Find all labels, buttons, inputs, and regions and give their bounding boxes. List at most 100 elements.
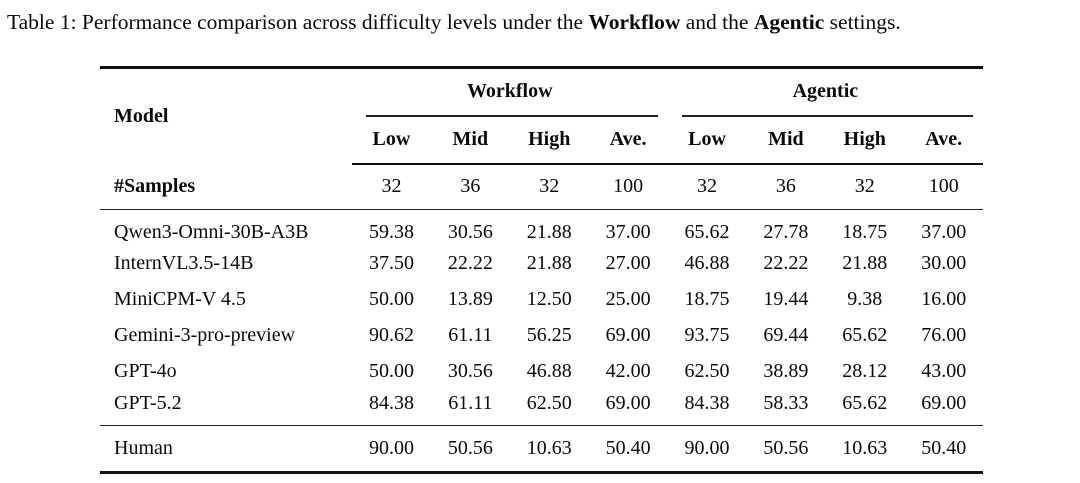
metric-cell: 69.00 [605, 324, 651, 346]
metric-cell: 84.38 [368, 392, 414, 415]
metric-cell: 22.22 [447, 252, 493, 274]
samples-cell: 32 [854, 175, 875, 198]
metric-cell: 90.00 [684, 437, 730, 459]
col-header-agentic-mid: Mid [746, 116, 826, 165]
model-column-header: Model [100, 66, 352, 164]
metric-cell: 69.00 [605, 392, 651, 415]
metric-cell: 59.38 [368, 220, 414, 243]
model-name-cell: Gemini-3-pro-preview [114, 324, 296, 346]
metric-cell: 46.88 [526, 360, 572, 382]
table-row: GPT-5.2 84.38 61.11 62.50 69.00 84.38 58… [100, 390, 983, 426]
metric-cell: 62.50 [526, 392, 572, 415]
results-table: Model Workflow Agentic Low Mid High Ave.… [100, 66, 984, 474]
metric-cell: 90.00 [368, 437, 414, 459]
metric-cell: 9.38 [847, 288, 883, 310]
metric-cell: 65.62 [684, 220, 730, 243]
metric-cell: 43.00 [921, 360, 967, 382]
model-name-cell: MiniCPM-V 4.5 [114, 288, 246, 310]
metric-cell: 65.62 [842, 392, 888, 415]
model-name-cell: GPT-5.2 [114, 392, 182, 415]
human-row: Human 90.00 50.56 10.63 50.40 90.00 50.5… [100, 425, 984, 473]
metric-cell: 13.89 [447, 288, 493, 310]
table-row: GPT-4o 50.00 30.56 46.88 42.00 62.50 38.… [100, 354, 983, 390]
col-header-agentic-low: Low [667, 116, 747, 165]
metric-cell: 19.44 [763, 288, 809, 310]
metric-cell: 50.56 [447, 437, 493, 459]
samples-cell: 32 [539, 175, 560, 198]
col-header-workflow-low: Low [352, 116, 431, 165]
group-header-row: Model Workflow Agentic [100, 66, 984, 164]
metric-cell: 50.00 [368, 288, 414, 310]
human-label: Human [114, 437, 173, 459]
caption-suffix: settings. [824, 10, 901, 34]
metric-cell: 50.40 [921, 437, 967, 459]
metric-cell: 93.75 [684, 324, 730, 346]
human-section: Human 90.00 50.56 10.63 50.40 90.00 50.5… [100, 425, 984, 473]
agentic-group-label: Agentic [792, 80, 859, 102]
metric-cell: 42.00 [605, 360, 651, 382]
samples-cell: 100 [613, 175, 644, 198]
metric-cell: 50.56 [763, 437, 809, 459]
samples-cell: 32 [381, 175, 402, 198]
metric-cell: 56.25 [526, 324, 572, 346]
table-caption: Table 1: Performance comparison across d… [0, 0, 1080, 35]
samples-section: #Samples 32 36 32 100 32 36 32 100 [100, 164, 984, 210]
table-row: Gemini-3-pro-preview 90.62 61.11 56.25 6… [100, 318, 983, 354]
metric-cell: 37.50 [368, 252, 414, 274]
metric-cell: 21.88 [526, 252, 572, 274]
metric-cell: 58.33 [763, 392, 809, 415]
group-header-agentic: Agentic [667, 66, 984, 117]
table-row: Qwen3-Omni-30B-A3B 59.38 30.56 21.88 37.… [100, 210, 983, 246]
metric-cell: 65.62 [842, 324, 888, 346]
metric-cell: 46.88 [684, 252, 730, 274]
samples-label: #Samples [114, 174, 196, 197]
metric-cell: 30.56 [447, 220, 493, 243]
metric-cell: 25.00 [605, 288, 651, 310]
metric-cell: 76.00 [921, 324, 967, 346]
caption-middle: and the [680, 10, 754, 34]
model-name-cell: Qwen3-Omni-30B-A3B [114, 220, 309, 243]
metric-cell: 10.63 [842, 437, 888, 459]
metric-cell: 90.62 [368, 324, 414, 346]
metric-cell: 50.00 [368, 360, 414, 382]
metric-cell: 22.22 [763, 252, 809, 274]
subheader-row: Low Mid High Ave. Low Mid High Ave. [100, 116, 984, 165]
col-header-workflow-mid: Mid [430, 116, 510, 165]
samples-cell: 36 [775, 175, 796, 198]
metric-cell: 30.00 [921, 252, 967, 274]
metric-cell: 27.00 [605, 252, 651, 274]
metric-cell: 21.88 [526, 220, 572, 243]
table-row: MiniCPM-V 4.5 50.00 13.89 12.50 25.00 18… [100, 282, 983, 318]
col-header-agentic-high: High [825, 116, 905, 165]
model-results-section: Qwen3-Omni-30B-A3B 59.38 30.56 21.88 37.… [100, 210, 983, 426]
metric-cell: 18.75 [842, 220, 888, 243]
agentic-cmidrule [681, 115, 974, 117]
metric-cell: 37.00 [921, 220, 967, 243]
metric-cell: 28.12 [842, 360, 888, 382]
metric-cell: 50.40 [605, 437, 651, 459]
samples-row: #Samples 32 36 32 100 32 36 32 100 [100, 164, 984, 210]
caption-workflow-bold: Workflow [588, 10, 681, 34]
metric-cell: 21.88 [842, 252, 888, 274]
workflow-group-label: Workflow [467, 80, 553, 102]
col-header-workflow-ave: Ave. [588, 116, 668, 165]
samples-cell: 36 [460, 175, 481, 198]
samples-cell: 100 [928, 175, 959, 198]
col-header-workflow-high: High [509, 116, 589, 165]
metric-cell: 16.00 [921, 288, 967, 310]
table-header: Model Workflow Agentic Low Mid High Ave.… [100, 66, 984, 165]
metric-cell: 69.00 [921, 392, 967, 415]
metric-cell: 62.50 [684, 360, 730, 382]
metric-cell: 69.44 [763, 324, 809, 346]
caption-agentic-bold: Agentic [753, 10, 825, 34]
metric-cell: 12.50 [526, 288, 572, 310]
metric-cell: 18.75 [684, 288, 730, 310]
col-header-agentic-ave: Ave. [904, 116, 984, 165]
metric-cell: 10.63 [526, 437, 572, 459]
model-name-cell: GPT-4o [114, 360, 177, 382]
metric-cell: 37.00 [605, 220, 651, 243]
samples-cell: 32 [697, 175, 717, 198]
group-header-workflow: Workflow [352, 66, 668, 117]
metric-cell: 30.56 [447, 360, 493, 382]
